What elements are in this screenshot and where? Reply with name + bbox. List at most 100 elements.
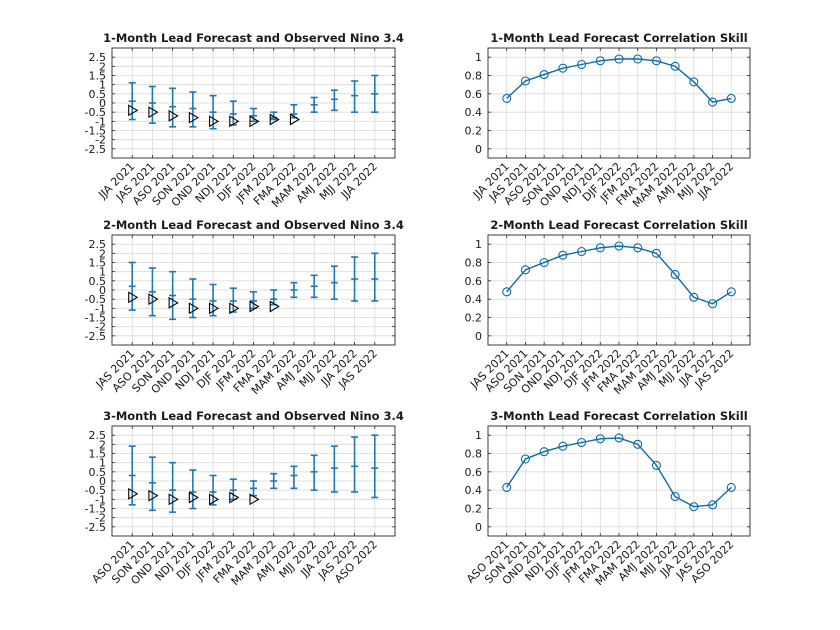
y-tick-label: 1 <box>475 51 482 64</box>
y-tick-label: -2.5 <box>85 143 106 156</box>
y-tick-label: 2.5 <box>89 429 107 442</box>
panel-title: 3-Month Lead Forecast Correlation Skill <box>490 409 747 423</box>
correlation-point <box>670 269 680 279</box>
y-tick-label: 2.5 <box>89 238 107 251</box>
y-tick-label: -0.5 <box>85 293 106 306</box>
y-tick-label: 0 <box>475 143 482 156</box>
y-tick-label: 0.6 <box>465 88 483 101</box>
observed-triangle-marker <box>229 115 240 128</box>
correlation-point <box>577 437 587 448</box>
y-tick-label: 0.4 <box>465 106 483 119</box>
observed-triangle-marker <box>249 300 260 313</box>
panel-title: 3-Month Lead Forecast and Observed Nino … <box>103 409 404 423</box>
y-tick-label: 0.2 <box>465 503 483 516</box>
panel-title: 1-Month Lead Forecast and Observed Nino … <box>103 31 404 45</box>
correlation-point <box>539 70 549 80</box>
y-tick-label: 1 <box>99 79 106 92</box>
correlation-point <box>670 492 680 502</box>
panel-4: 2-Month Lead Forecast Correlation Skill 0… <box>465 218 751 397</box>
y-tick-label: -1 <box>95 493 106 506</box>
correlation-point <box>726 93 736 103</box>
panel-title: 2-Month Lead Forecast and Observed Nino … <box>103 218 404 232</box>
y-tick-label: -2 <box>95 134 106 147</box>
correlation-point <box>558 63 568 73</box>
correlation-line <box>506 437 732 508</box>
correlation-point <box>577 246 587 257</box>
observed-triangle-marker <box>168 296 179 309</box>
panel-5: 3-Month Lead Forecast and Observed Nino … <box>85 409 404 588</box>
y-tick-label: 1 <box>475 238 482 251</box>
observed-triangle-marker <box>289 113 301 126</box>
y-tick-label: -1.5 <box>85 125 106 138</box>
correlation-point <box>577 59 587 70</box>
correlation-point <box>520 76 530 86</box>
correlation-point <box>614 241 624 251</box>
y-tick-label: -1.5 <box>85 312 106 325</box>
observed-triangle-marker <box>249 493 260 506</box>
y-tick-label: 0.8 <box>465 257 483 270</box>
observed-triangle-marker <box>188 111 199 124</box>
correlation-point <box>708 97 718 107</box>
y-tick-label: 0.5 <box>89 88 107 101</box>
observed-triangle-marker <box>209 115 220 128</box>
y-tick-label: -1 <box>95 115 106 128</box>
observed-triangle-marker <box>128 487 139 500</box>
correlation-point <box>633 439 643 449</box>
correlation-point <box>651 248 661 258</box>
observed-triangle-marker <box>188 491 199 504</box>
y-tick-label: -2.5 <box>85 521 106 534</box>
y-tick-label: 1 <box>99 266 106 279</box>
correlation-point <box>651 56 661 66</box>
y-tick-label: -1.5 <box>85 503 106 516</box>
y-tick-label: 0.5 <box>89 275 107 288</box>
correlation-point <box>689 77 699 87</box>
correlation-point <box>633 243 643 253</box>
panel-3: 2-Month Lead Forecast and Observed Nino … <box>85 218 404 397</box>
observed-triangle-marker <box>148 489 159 502</box>
y-tick-label: 2 <box>99 247 106 260</box>
observed-triangle-marker <box>209 493 220 506</box>
correlation-point <box>670 61 680 71</box>
correlation-point <box>726 287 736 297</box>
y-tick-label: 1.5 <box>89 70 107 83</box>
y-tick-label: 0.6 <box>465 466 483 479</box>
correlation-point <box>595 56 605 66</box>
correlation-point <box>708 500 718 510</box>
correlation-point <box>558 250 568 260</box>
observed-triangle-marker <box>269 300 280 313</box>
correlation-point <box>539 257 549 268</box>
y-tick-label: 0.2 <box>465 125 483 138</box>
y-tick-label: 1 <box>99 457 106 470</box>
observed-triangle-marker <box>168 493 179 506</box>
correlation-point <box>614 54 624 64</box>
y-tick-label: 0 <box>99 97 106 110</box>
y-tick-label: 0.5 <box>89 466 107 479</box>
panel-2: 1-Month Lead Forecast Correlation Skill 0… <box>465 31 751 210</box>
observed-triangle-marker <box>128 291 139 304</box>
y-tick-label: 0 <box>99 475 106 488</box>
panel-1: 1-Month Lead Forecast and Observed Nino … <box>85 31 404 210</box>
y-tick-label: 0 <box>475 521 482 534</box>
correlation-point <box>595 243 605 253</box>
panel-title: 2-Month Lead Forecast Correlation Skill <box>490 218 747 232</box>
correlation-point <box>595 434 605 444</box>
panel-6: 3-Month Lead Forecast Correlation Skill 0… <box>464 409 751 588</box>
y-tick-label: 1.5 <box>89 257 107 270</box>
observed-triangle-marker <box>229 302 240 315</box>
y-tick-label: 0.4 <box>465 484 483 497</box>
observed-triangle-marker <box>188 302 199 315</box>
y-tick-label: 0 <box>475 330 482 343</box>
correlation-point <box>558 441 568 451</box>
y-tick-label: 0 <box>99 284 106 297</box>
correlation-point <box>651 460 661 470</box>
observed-triangle-marker <box>269 113 280 126</box>
y-tick-label: -0.5 <box>85 106 106 119</box>
y-tick-label: 2.5 <box>89 51 107 64</box>
correlation-point <box>689 502 699 512</box>
observed-triangle-marker <box>128 104 139 117</box>
correlation-point <box>726 482 736 492</box>
observed-triangle-marker <box>168 109 179 122</box>
correlation-point <box>708 299 718 309</box>
correlation-point <box>614 433 624 443</box>
